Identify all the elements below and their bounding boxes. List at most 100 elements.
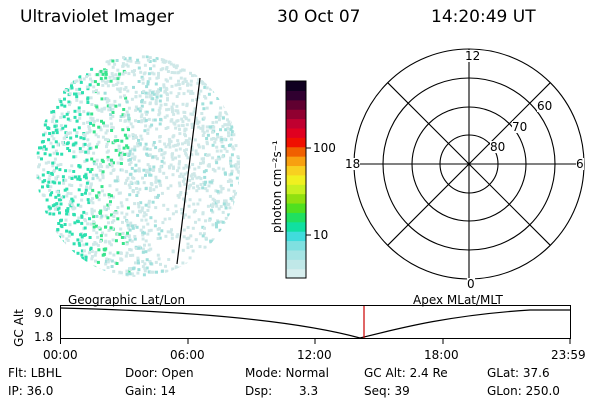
emission-dot [111,59,115,63]
mlt-label-0: 0 [467,277,475,291]
emission-dot [230,215,233,219]
emission-dot [220,232,224,236]
x-tick-1800: 18:00 [424,348,459,362]
emission-dot [90,79,94,83]
emission-dot [63,104,67,108]
emission-dot [229,128,233,131]
emission-dot [84,258,88,262]
emission-dot [97,248,101,252]
emission-dot [127,158,131,162]
emission-dot [60,103,64,107]
emission-dot [47,208,51,212]
emission-dot [201,145,205,149]
emission-dot [197,175,201,179]
emission-dot [53,181,57,185]
emission-dot [82,234,86,237]
emission-dot [226,123,230,127]
emission-dot [142,147,146,151]
emission-dot [131,226,135,230]
emission-dot [93,253,97,257]
emission-dot [155,95,159,99]
emission-dot [120,168,124,172]
emission-dot [203,95,207,98]
emission-dot [136,202,140,205]
emission-dot [61,141,64,145]
emission-dot [75,119,79,123]
emission-dot [44,119,48,123]
emission-dot [54,128,58,132]
emission-dot [223,227,227,231]
emission-dot [230,153,234,157]
emission-dot [72,150,76,154]
emission-dot [131,125,135,129]
emission-dot [143,129,147,133]
emission-dot [85,212,89,216]
emission-dot [79,100,83,104]
emission-dot [159,103,163,107]
emission-dot [51,164,55,168]
emission-dot [137,159,141,163]
emission-dot [215,204,219,208]
emission-dot [78,116,82,120]
emission-dot [75,79,79,83]
emission-dot [201,129,205,133]
emission-dot [104,233,108,237]
emission-dot [177,92,181,96]
emission-dot [99,240,102,243]
emission-dot [108,184,112,188]
emission-dot [101,176,105,180]
emission-dot [148,153,152,157]
emission-dot [189,174,193,178]
emission-dot [158,122,162,126]
emission-dot [201,211,205,215]
emission-dot [57,181,61,185]
emission-dot [59,202,63,206]
emission-dot [89,222,93,226]
emission-dot [112,77,116,80]
emission-dot [135,187,138,190]
emission-dot [154,195,157,199]
emission-dot [217,155,221,159]
emission-dot [97,268,101,272]
emission-dot [52,115,56,119]
emission-dot [181,248,185,252]
emission-dot [64,124,68,128]
emission-dot [44,147,48,151]
emission-dot [137,66,141,70]
emission-dot [100,185,104,189]
emission-dot [86,73,89,77]
emission-dot [98,126,102,130]
emission-dot [118,232,122,236]
emission-dot [63,223,67,226]
emission-dot [187,142,190,146]
emission-dot [201,225,205,229]
emission-dot [104,76,108,80]
emission-dot [159,262,162,266]
emission-dot [111,226,115,230]
emission-dot [80,198,84,202]
emission-dot [89,96,93,100]
emission-dot [105,257,109,261]
emission-dot [116,161,120,165]
emission-dot [79,183,83,187]
emission-dot [226,222,230,226]
emission-dot [125,152,129,156]
emission-dot [78,147,82,151]
emission-dot [85,181,89,185]
emission-dot [85,185,88,189]
emission-dot [119,95,123,99]
emission-dot [123,215,127,219]
emission-dot [92,123,96,127]
emission-dot [170,105,174,109]
emission-dot [70,84,73,88]
emission-dot [106,84,110,88]
emission-dot [106,216,110,220]
emission-dot [126,206,130,210]
emission-dot [122,94,126,98]
emission-dot [91,197,94,201]
emission-dot [140,218,144,222]
emission-dot [146,131,150,135]
emission-dot [110,213,113,217]
emission-dot [227,131,230,135]
emission-dot [91,117,95,121]
